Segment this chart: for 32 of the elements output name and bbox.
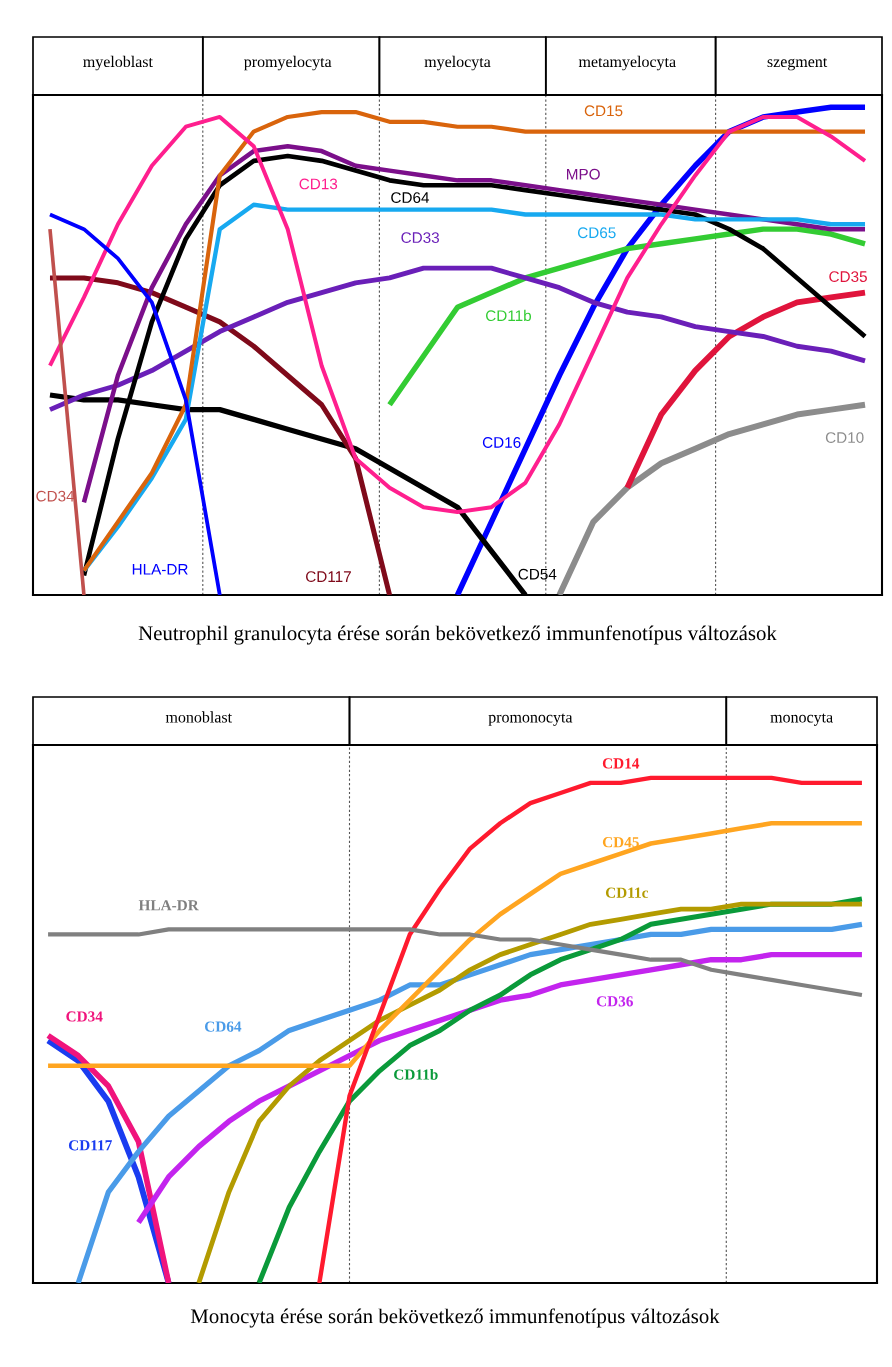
series-label: CD11b bbox=[486, 309, 532, 322]
series-label: CD45 bbox=[602, 837, 639, 848]
series-label: CD64 bbox=[204, 1021, 242, 1032]
text: CD117 bbox=[306, 571, 351, 583]
series-label: HLA-DR bbox=[132, 564, 188, 575]
x-tick-label: myelocyta bbox=[424, 55, 491, 71]
series-label: CD13 bbox=[299, 178, 338, 190]
series-label: CD11b bbox=[394, 1068, 438, 1080]
series-label: CD35 bbox=[829, 271, 867, 283]
series-label: CD54 bbox=[518, 568, 557, 580]
x-tick-label: monoblast bbox=[165, 711, 232, 723]
series-label: CD64 bbox=[391, 192, 430, 203]
series-label: CD65 bbox=[577, 227, 616, 239]
x-tick-label: metamyelocyta bbox=[578, 55, 676, 71]
series-label: CD10 bbox=[825, 432, 864, 443]
text: Neutrophil granulocyta érése során bekövetkező immunfenotípus változások bbox=[138, 625, 777, 645]
text: Monocyta érése során bekövetkező immunfenotípus változások bbox=[190, 1308, 720, 1328]
series-label: CD14 bbox=[602, 758, 640, 769]
series-label: CD11c bbox=[605, 887, 649, 898]
series-label: CD34 bbox=[66, 1011, 103, 1022]
series-label: CD117 bbox=[68, 1140, 112, 1151]
series-label: HLA-DR bbox=[138, 900, 199, 911]
x-tick-label: promonocyta bbox=[488, 713, 573, 726]
series-label: CD36 bbox=[596, 996, 633, 1007]
series-label: MPO bbox=[567, 168, 600, 180]
x-tick-label: szegment bbox=[767, 57, 828, 71]
x-tick-label: promyelocyta bbox=[244, 55, 332, 71]
series-label: CD16 bbox=[482, 437, 521, 448]
x-tick-label: monocyta bbox=[770, 713, 833, 726]
x-tick-label: myeloblast bbox=[83, 55, 153, 71]
series-label: CD15 bbox=[584, 105, 623, 117]
series-label: CD33 bbox=[401, 232, 439, 243]
